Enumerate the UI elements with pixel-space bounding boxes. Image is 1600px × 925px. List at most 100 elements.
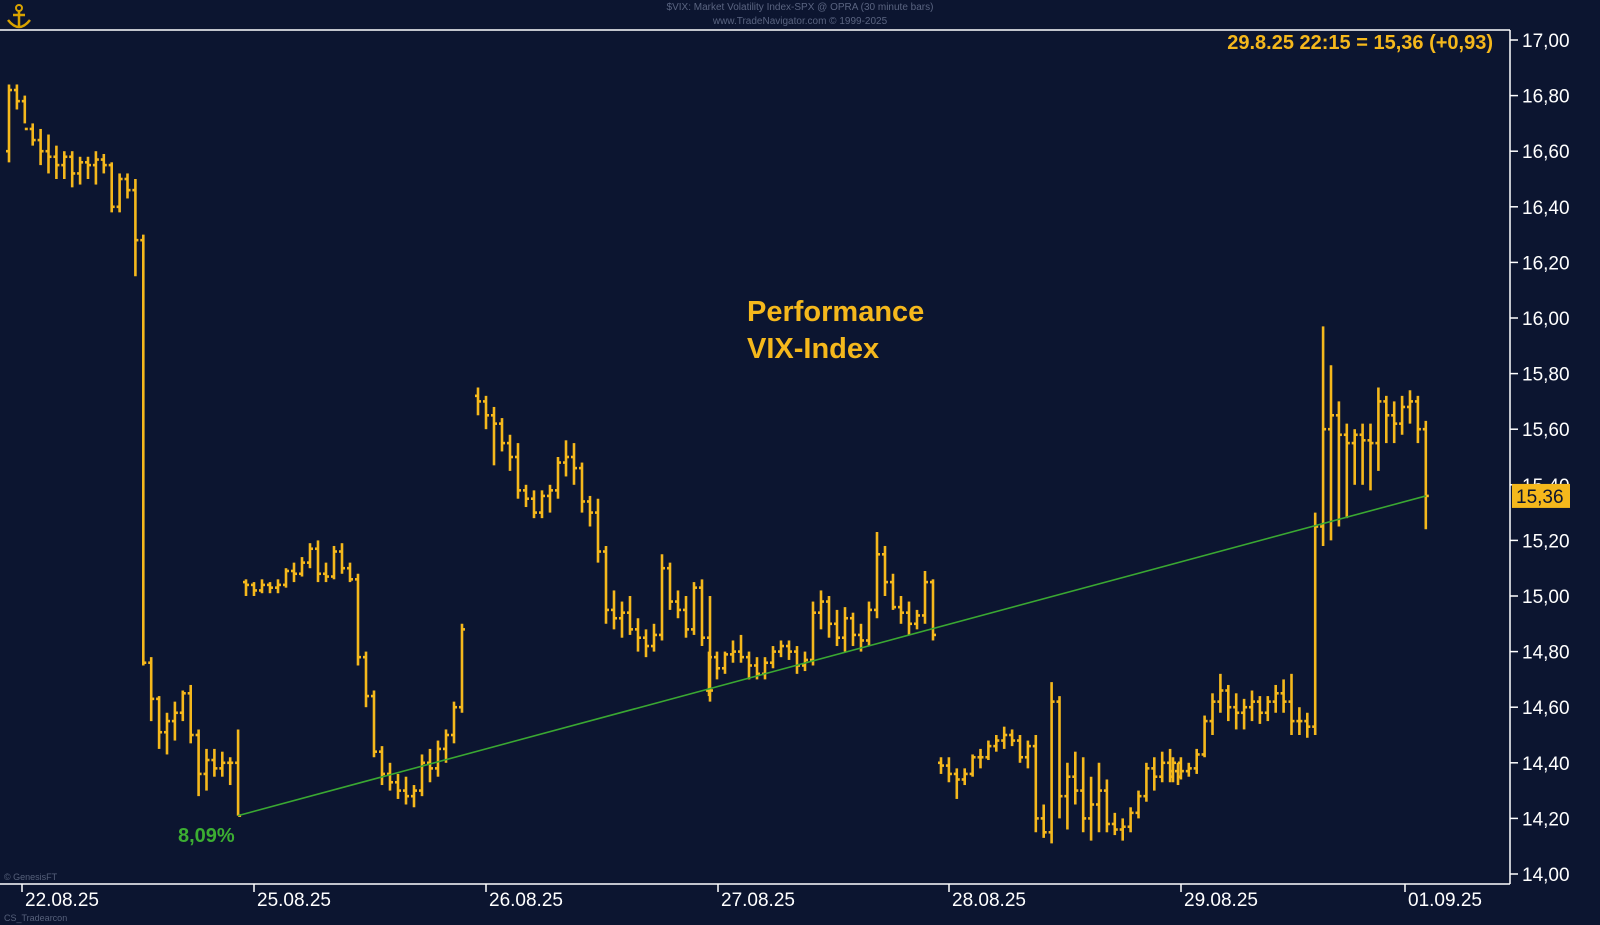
footer-copyright: © GenesisFT (4, 872, 58, 882)
price-bar (491, 406, 497, 466)
price-bar (53, 145, 60, 179)
price-bar (451, 701, 457, 744)
price-bar (164, 712, 170, 755)
price-bar (898, 596, 904, 624)
price-bar (1103, 779, 1110, 833)
annotation-title-line2: VIX-Index (747, 333, 879, 365)
price-bar (1088, 776, 1095, 841)
price-bar (69, 151, 76, 188)
price-bar (595, 498, 601, 563)
x-tick-label: 28.08.25 (952, 890, 1026, 911)
price-bar (195, 729, 202, 797)
y-tick-label: 16,00 (1522, 309, 1570, 330)
price-bar (1048, 682, 1055, 844)
price-bar (914, 609, 920, 630)
price-bar (1328, 365, 1334, 541)
price-bar (683, 596, 689, 638)
price-bar (953, 768, 960, 799)
price-bar (379, 746, 385, 786)
price-bar (6, 84, 12, 163)
price-bar (29, 123, 36, 146)
price-bar (738, 634, 744, 663)
price-bar (355, 573, 361, 666)
price-bar (251, 582, 257, 596)
price-bar (1119, 818, 1126, 841)
price-bar (475, 387, 481, 416)
price-bar (1241, 698, 1248, 730)
price-bar (1367, 423, 1374, 491)
performance-trendline (237, 495, 1427, 817)
price-bar (419, 754, 425, 797)
price-bar (922, 570, 928, 624)
price-bar (1249, 690, 1255, 722)
price-bar (1264, 696, 1271, 722)
price-bar (187, 684, 194, 744)
price-bar (1375, 387, 1382, 471)
price-bar (667, 562, 673, 610)
price-bar (443, 729, 449, 763)
price-bar (722, 651, 728, 674)
price-bar (1072, 751, 1079, 805)
price-bar (1320, 326, 1327, 546)
price-bar (1151, 757, 1158, 791)
price-bar (1170, 757, 1176, 783)
price-bar (1312, 512, 1319, 735)
price-bar (651, 623, 657, 652)
price-bar (826, 596, 832, 638)
x-tick-label: 27.08.25 (721, 890, 795, 911)
price-bar (1280, 679, 1287, 713)
price-bar (1383, 395, 1390, 444)
price-bar (315, 540, 321, 583)
price-bar (659, 554, 665, 641)
price-bar (140, 234, 147, 666)
price-bar (77, 156, 84, 185)
price-bar (1127, 807, 1134, 833)
price-bar (1143, 762, 1150, 802)
price-bar (219, 751, 226, 777)
price-bar (483, 395, 489, 430)
price-bar (1351, 429, 1358, 485)
price-bar (307, 543, 313, 569)
price-bar (235, 729, 242, 817)
price-bar (890, 573, 896, 610)
price-bar (786, 640, 792, 660)
x-tick-label: 01.09.25 (1408, 890, 1482, 911)
price-bar (619, 601, 625, 638)
price-bar (37, 128, 44, 166)
price-bar (1256, 696, 1263, 724)
price-bar (92, 151, 99, 185)
price-bar (61, 151, 68, 179)
price-bar (1217, 673, 1224, 713)
chart-header-title: $VIX: Market Volatility Index-SPX @ OPRA… (666, 2, 934, 13)
price-bar (1343, 423, 1350, 519)
y-tick-label: 14,00 (1522, 865, 1570, 886)
price-bar (1032, 735, 1039, 833)
price-bar (347, 562, 353, 583)
price-bar (882, 545, 888, 596)
price-bar (1422, 420, 1429, 530)
price-bar (603, 545, 609, 624)
price-bar (794, 646, 800, 674)
price-bar (587, 495, 593, 527)
price-bar (259, 579, 265, 594)
price-bar (930, 579, 936, 641)
x-axis: 22.08.25 25.08.25 26.08.25 27.08.25 28.08.25… (21, 884, 1482, 911)
price-bar (1056, 696, 1063, 819)
price-bar (802, 651, 808, 672)
x-tick-label: 29.08.25 (1184, 890, 1258, 911)
price-bar (945, 757, 952, 783)
price-bar (203, 748, 210, 791)
y-tick-label: 16,80 (1522, 87, 1570, 108)
price-bar (1040, 804, 1047, 838)
price-bar (179, 690, 186, 722)
price-bar (1001, 726, 1008, 749)
price-bar (299, 557, 305, 577)
price-bar (171, 701, 178, 741)
price-bar (1024, 740, 1031, 769)
x-tick-label: 22.08.25 (25, 890, 99, 911)
price-bar (1185, 762, 1192, 777)
anchor-logo-icon (7, 4, 31, 29)
price-bar (866, 601, 872, 647)
price-bar (730, 640, 736, 663)
